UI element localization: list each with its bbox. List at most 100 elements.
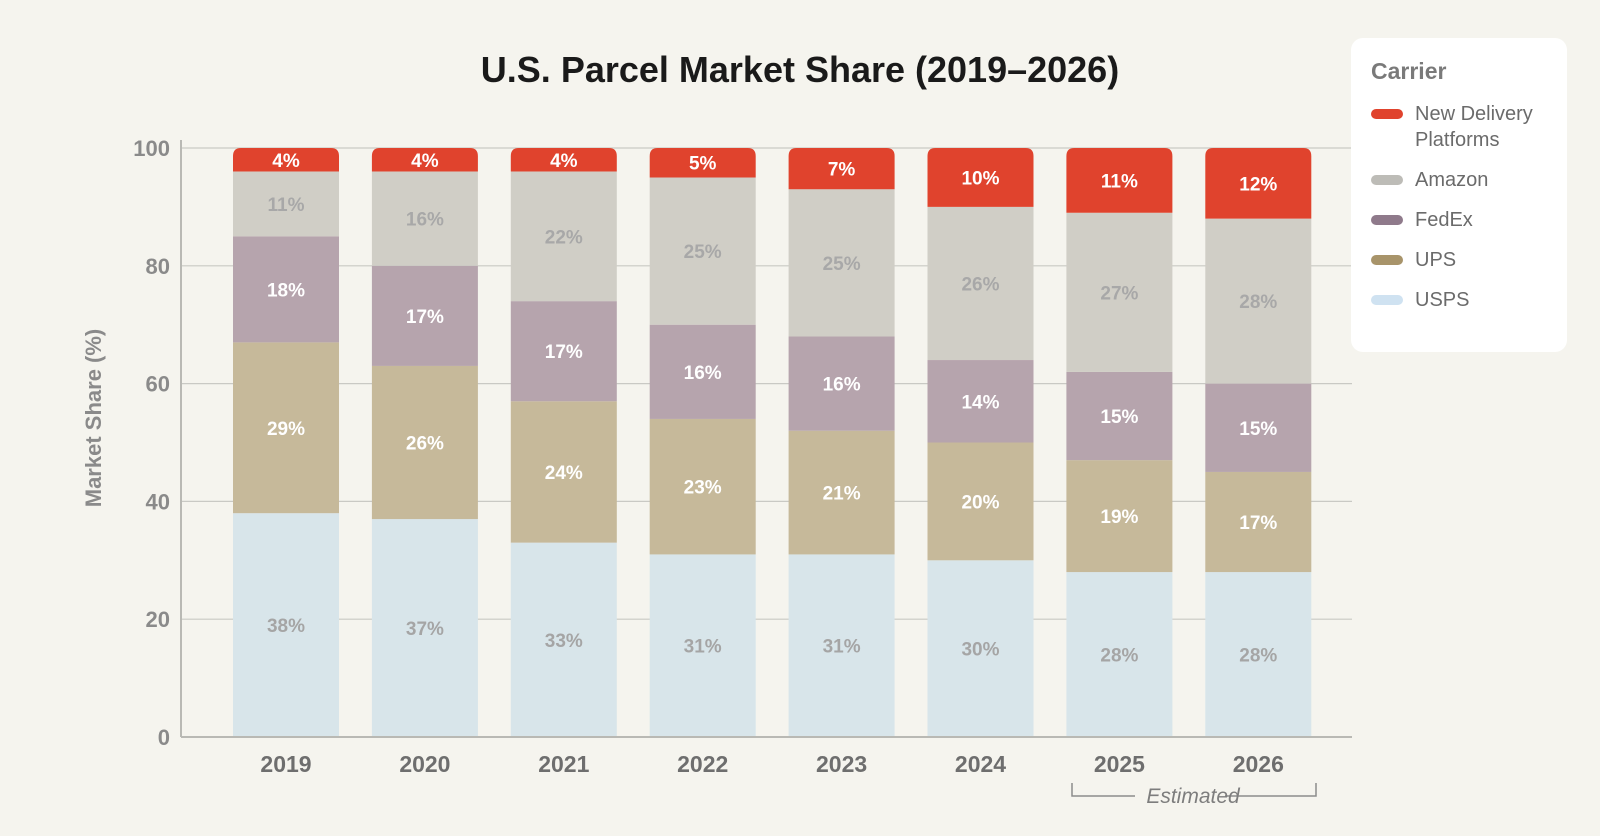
x-tick-label: 2020 (399, 751, 450, 777)
bar-usps-2025 (1066, 572, 1173, 737)
bars-layer: 38% 29% 18% 11% 4% 37% 26% 17% 16% 4% 33% 24% 17% 22%… (233, 148, 1312, 737)
data-label: 18% (267, 280, 305, 301)
bar-ups-2024 (927, 442, 1034, 561)
bar-usps-2023 (788, 554, 895, 737)
legend-item-usps: USPS (1371, 287, 1547, 313)
x-tick-label: 2022 (677, 751, 728, 777)
legend-item-amazon: Amazon (1371, 167, 1547, 193)
y-tick-label: 40 (146, 489, 170, 514)
bar-amazon-2020 (371, 171, 478, 266)
estimated-bracket-right (1225, 783, 1317, 797)
bar-amazon-2021 (510, 171, 617, 302)
data-label: 31% (684, 637, 722, 658)
data-label: 22% (545, 227, 583, 248)
bar-ups-2023 (788, 430, 895, 555)
axis-layer: 0 20 40 60 80 100 2019 2020 2021 2022 2023 2024 2025… (133, 136, 1352, 777)
x-tick-label: 2026 (1233, 751, 1284, 777)
data-label: 17% (545, 342, 583, 363)
bar-amazon-2024 (927, 206, 1034, 361)
bar-amazon-2026 (1205, 218, 1312, 384)
bar-fedex-2023 (788, 336, 895, 431)
y-axis-label: Market Share (%) (81, 329, 106, 508)
bar-usps-2026 (1205, 572, 1312, 737)
data-label: 28% (1100, 646, 1138, 667)
data-label: 11% (268, 195, 305, 216)
legend: Carrier New Delivery Platforms Amazon Fe… (1351, 38, 1567, 352)
legend-swatch (1371, 109, 1403, 119)
y-tick-label: 60 (146, 372, 170, 397)
legend-swatch (1371, 175, 1403, 185)
data-label: 38% (267, 616, 305, 637)
legend-label: FedEx (1415, 209, 1473, 231)
data-label: 25% (684, 242, 722, 263)
bar-amazon-2019 (233, 171, 339, 237)
data-label: 26% (406, 434, 444, 455)
bar-fedex-2020 (371, 265, 478, 366)
legend-label: UPS (1415, 249, 1457, 271)
y-tick-label: 80 (146, 254, 170, 279)
bar-new-delivery-platforms-2025 (1066, 148, 1173, 213)
data-label: 17% (1239, 513, 1277, 534)
x-tick-label: 2023 (816, 751, 867, 777)
bar-usps-2022 (649, 554, 756, 737)
legend-label: Amazon (1415, 169, 1489, 191)
legend-item-ups: UPS (1371, 247, 1547, 273)
y-tick-label: 20 (146, 607, 170, 632)
estimated-bracket-left (1071, 783, 1135, 797)
data-label: 10% (961, 168, 999, 189)
data-label: 4% (411, 151, 439, 172)
y-tick-label: 0 (158, 725, 170, 750)
legend-swatch (1371, 295, 1403, 305)
x-tick-label: 2024 (955, 751, 1006, 777)
data-label: 30% (961, 640, 999, 661)
bar-fedex-2026 (1205, 383, 1312, 472)
bar-new-delivery-platforms-2021 (510, 148, 617, 172)
data-label: 26% (961, 274, 999, 295)
data-label: 4% (550, 151, 578, 172)
bar-new-delivery-platforms-2022 (649, 148, 756, 178)
data-label: 21% (823, 484, 861, 505)
bar-usps-2021 (510, 542, 617, 737)
x-tick-label: 2025 (1094, 751, 1145, 777)
legend-label: USPS (1415, 289, 1470, 311)
bar-new-delivery-platforms-2023 (788, 148, 895, 190)
data-label: 37% (406, 619, 444, 640)
estimated-label: Estimated (1146, 785, 1241, 808)
data-label: 15% (1100, 407, 1138, 428)
bar-fedex-2019 (233, 236, 339, 343)
bar-ups-2026 (1205, 471, 1312, 573)
legend-label: New Delivery Platforms (1415, 103, 1533, 151)
x-tick-label: 2019 (260, 751, 311, 777)
bar-fedex-2025 (1066, 371, 1173, 461)
bar-fedex-2022 (649, 324, 756, 419)
bar-usps-2020 (371, 519, 478, 737)
bar-amazon-2025 (1066, 212, 1173, 372)
y-tick-label: 100 (133, 136, 170, 161)
data-label: 14% (961, 392, 999, 413)
bar-ups-2025 (1066, 460, 1173, 573)
data-label: 33% (545, 631, 583, 652)
data-label: 7% (828, 160, 856, 181)
grid-layer (181, 147, 1352, 620)
legend-item-fedex: FedEx (1371, 207, 1547, 233)
data-label: 24% (545, 463, 583, 484)
data-label: 27% (1100, 283, 1138, 304)
bar-amazon-2022 (649, 177, 756, 325)
legend-swatch (1371, 255, 1403, 265)
data-label: 31% (823, 637, 861, 658)
bar-fedex-2024 (927, 360, 1034, 443)
bar-ups-2020 (371, 365, 478, 520)
data-label: 15% (1239, 419, 1277, 440)
bar-new-delivery-platforms-2024 (927, 148, 1034, 207)
bar-ups-2019 (233, 342, 339, 514)
data-label: 25% (823, 254, 861, 275)
bar-new-delivery-platforms-2026 (1205, 148, 1312, 219)
estimated-annotation: Estimated (1071, 783, 1317, 808)
data-label: 4% (272, 151, 300, 172)
data-label: 16% (823, 375, 861, 396)
legend-item-new-delivery-platforms: New Delivery Platforms (1371, 101, 1547, 153)
legend-title: Carrier (1371, 58, 1447, 84)
chart-title: U.S. Parcel Market Share (2019–2026) (481, 49, 1119, 90)
legend-swatch (1371, 215, 1403, 225)
